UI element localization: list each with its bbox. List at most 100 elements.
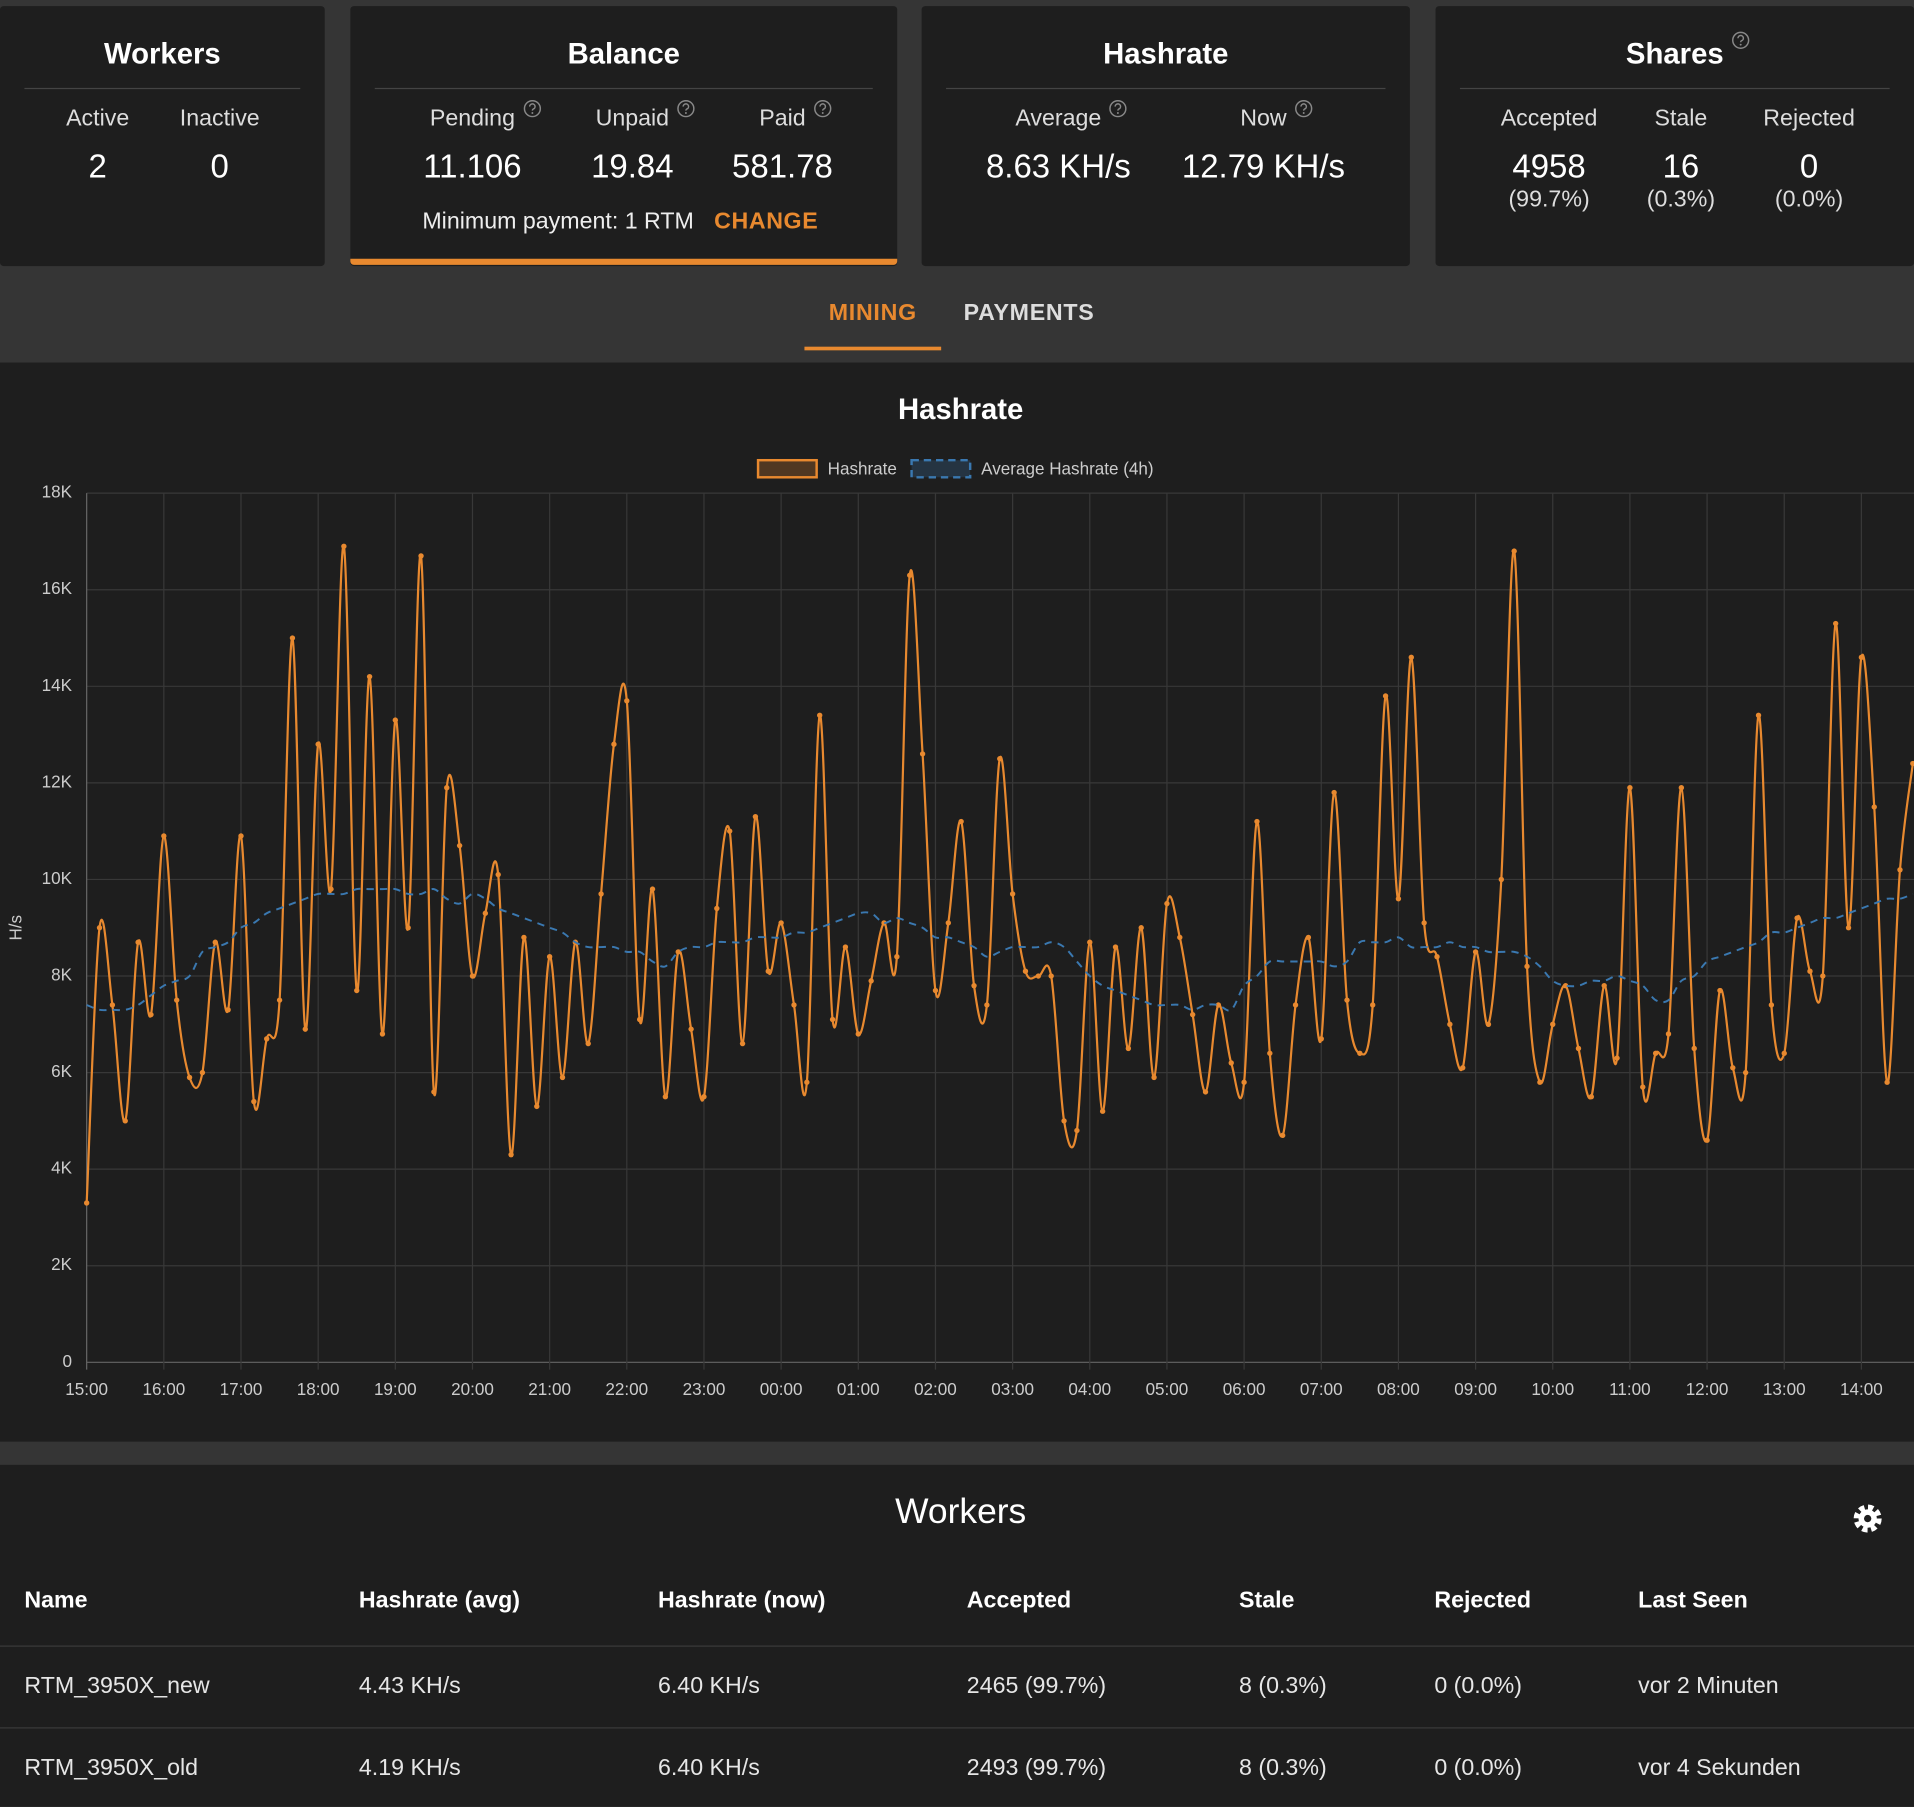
data-point: [1267, 1050, 1273, 1056]
data-point: [919, 751, 926, 757]
data-point: [199, 1069, 206, 1076]
x-tick-label: 03:00: [991, 1380, 1034, 1399]
data-point: [739, 1040, 746, 1047]
stat-value: 2: [88, 148, 107, 185]
data-point: [1395, 896, 1402, 902]
data-point: [1537, 1079, 1543, 1085]
data-point: [456, 842, 463, 849]
stat-value: 11.106: [423, 148, 522, 185]
data-point: [264, 1036, 270, 1042]
data-point: [1370, 1002, 1376, 1008]
help-circle: [677, 99, 695, 118]
data-point: [1434, 954, 1440, 960]
y-tick-label: 2K: [51, 1255, 72, 1274]
card-divider: [24, 87, 301, 90]
stat-sub: (0.0%): [1774, 186, 1844, 213]
data-point: [1910, 760, 1914, 767]
chart-title: Hashrate: [898, 393, 1023, 426]
data-point: [1241, 1079, 1247, 1085]
table-cell: 2465 (99.7%): [966, 1673, 1107, 1700]
stat-value: 12.79 KH/s: [1181, 148, 1345, 185]
help-mark: [1300, 103, 1308, 111]
data-point: [366, 673, 373, 680]
data-point: [1344, 997, 1350, 1003]
tab[interactable]: PAYMENTS: [963, 300, 1095, 326]
legend-label: Hashrate: [828, 459, 897, 478]
data-point: [894, 954, 900, 960]
help-dot: [1739, 43, 1742, 46]
data-point: [688, 1026, 694, 1032]
data-point: [122, 1118, 128, 1124]
data-point: [1074, 1127, 1080, 1134]
x-tick-label: 18:00: [297, 1380, 340, 1399]
data-point: [212, 939, 218, 945]
help-icon[interactable]: [1731, 31, 1751, 51]
help-icon[interactable]: [1109, 99, 1129, 119]
data-point: [379, 1031, 386, 1037]
help-circle: [1295, 99, 1313, 118]
row-divider: [0, 1727, 1914, 1729]
help-icon[interactable]: [676, 99, 696, 119]
data-point: [1550, 1021, 1556, 1027]
help-icon[interactable]: [522, 99, 542, 119]
x-tick-label: 09:00: [1454, 1380, 1497, 1399]
data-point: [1177, 934, 1183, 941]
table-cell: vor 2 Minuten: [1638, 1673, 1779, 1700]
column-header[interactable]: Stale: [1239, 1588, 1295, 1614]
column-header[interactable]: Hashrate (now): [657, 1588, 826, 1614]
data-point: [1562, 982, 1569, 989]
data-point: [109, 1002, 116, 1008]
column-header[interactable]: Name: [24, 1588, 88, 1614]
data-point: [1588, 1094, 1595, 1100]
stat-label: Stale: [1654, 106, 1708, 132]
x-tick-label: 15:00: [65, 1380, 108, 1399]
data-point: [1820, 973, 1826, 979]
card-divider: [1459, 87, 1890, 90]
column-header[interactable]: Accepted: [966, 1588, 1072, 1614]
column-header[interactable]: Last Seen: [1638, 1588, 1748, 1614]
data-point: [482, 910, 489, 916]
stat-label: Paid: [759, 99, 832, 133]
data-point: [354, 987, 360, 994]
data-point: [1087, 939, 1093, 945]
x-tick-label: 06:00: [1223, 1380, 1266, 1399]
data-point: [701, 1094, 707, 1100]
data-point: [598, 891, 604, 897]
data-point: [1022, 968, 1029, 974]
min-payment: Minimum payment: 1 RTM: [422, 208, 694, 235]
help-icon[interactable]: [813, 99, 833, 119]
x-tick-label: 13:00: [1763, 1380, 1806, 1399]
data-point: [1575, 1045, 1582, 1052]
data-point: [1858, 654, 1865, 661]
data-point: [1447, 1021, 1453, 1027]
data-point: [971, 982, 977, 989]
data-point: [649, 886, 656, 892]
data-point: [1730, 1065, 1736, 1071]
y-tick-label: 4K: [51, 1159, 72, 1178]
data-point: [1614, 1055, 1620, 1061]
data-point: [1832, 620, 1839, 627]
data-point: [1254, 818, 1260, 825]
column-header[interactable]: Rejected: [1434, 1588, 1532, 1614]
stat-label: Inactive: [179, 106, 260, 132]
column-header[interactable]: Hashrate (avg): [358, 1588, 521, 1614]
change-button[interactable]: CHANGE: [714, 208, 819, 235]
data-point: [238, 833, 244, 839]
data-point: [1048, 973, 1054, 979]
data-point: [1485, 1021, 1492, 1027]
x-tick-label: 01:00: [837, 1380, 880, 1399]
data-point: [585, 1040, 591, 1047]
data-point: [1845, 925, 1852, 931]
help-icon[interactable]: [1294, 99, 1314, 119]
settings-icon[interactable]: [1853, 1504, 1882, 1533]
data-point: [251, 1098, 257, 1105]
data-point: [302, 1026, 308, 1032]
tab[interactable]: MINING: [828, 300, 917, 326]
x-tick-label: 20:00: [451, 1380, 494, 1399]
y-tick-label: 18K: [42, 483, 73, 502]
stat-sub: (0.3%): [1646, 186, 1716, 213]
data-point: [96, 925, 103, 931]
stat-sub: (99.7%): [1508, 186, 1590, 213]
stat-value: 581.78: [732, 148, 833, 185]
